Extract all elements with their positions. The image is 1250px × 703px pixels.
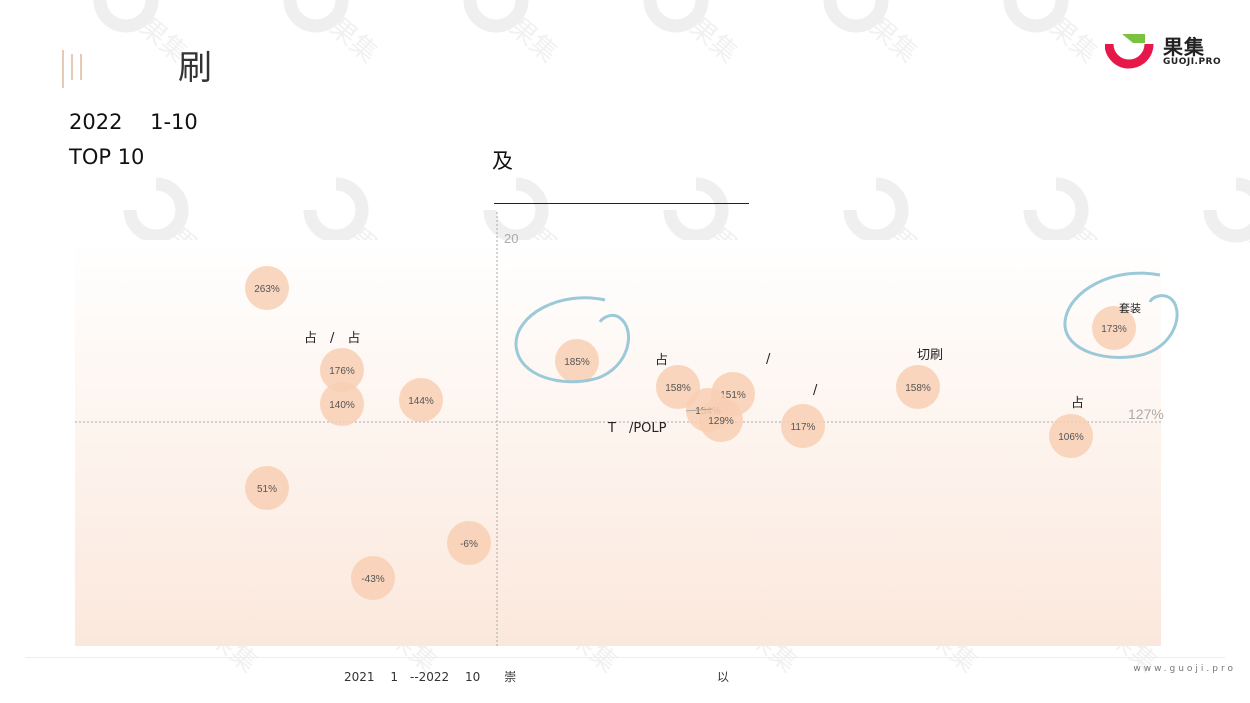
bubble-label: 151% xyxy=(720,390,746,401)
bubble-point xyxy=(656,365,700,409)
guoji-logo-icon xyxy=(1104,34,1154,69)
bubble-point xyxy=(399,378,443,422)
highlight-circle xyxy=(514,296,630,384)
bubble-point xyxy=(245,466,289,510)
callout-leader-line xyxy=(685,408,713,412)
source-note: 2021 1 --2022 10 崇 xyxy=(344,670,517,684)
bubble-label: 263% xyxy=(254,284,280,295)
bubble-label: 117% xyxy=(791,422,816,433)
chart-heading: 及 xyxy=(492,149,513,173)
annotation-label: 套装 xyxy=(1119,302,1141,315)
bubble-label: 129% xyxy=(708,416,734,427)
logo-domain: GUOJI.PRO xyxy=(1163,57,1222,67)
source-note-2: 以 xyxy=(717,670,730,684)
annotation-label: T /POLP xyxy=(607,421,667,436)
bubble-label: 176% xyxy=(329,366,355,377)
bubble-label: 106% xyxy=(1058,432,1084,443)
title-accent-bars xyxy=(62,50,90,88)
annotation-label: / xyxy=(766,352,771,367)
y-axis-top-label: 20 xyxy=(504,231,518,246)
bubble-point xyxy=(351,556,395,600)
bubble-point xyxy=(1092,306,1136,350)
bubble-point xyxy=(245,266,289,310)
annotation-label: 占 xyxy=(1071,396,1084,411)
bubble-label: 185% xyxy=(564,357,590,368)
subtitle-top10: TOP 10 xyxy=(69,145,145,169)
subtitle-date-range: 2022 1-10 xyxy=(69,110,198,134)
bubble-point xyxy=(1049,414,1093,458)
annotation-label: 占 / 占 xyxy=(304,331,360,346)
annotation-label: / xyxy=(813,383,818,398)
bubble-label: 140% xyxy=(329,400,355,411)
bubble-label: -6% xyxy=(460,539,478,550)
highlight-circles-layer xyxy=(514,271,1179,384)
bubbles-layer: 263%176%140%144%51%-6%-43%185%158%151%13… xyxy=(245,266,1136,600)
footer-rule xyxy=(25,657,1225,658)
brand-logo: 果集 GUOJI.PRO xyxy=(1104,30,1225,72)
chart-heading-underline xyxy=(494,203,749,204)
bubble-label: 51% xyxy=(257,484,277,495)
bubble-label: 173% xyxy=(1101,324,1127,335)
bubble-point xyxy=(320,382,364,426)
bubble-label: 158% xyxy=(665,383,691,394)
logo-name: 果集 xyxy=(1163,35,1205,59)
annotation-label: 切刷 xyxy=(917,348,943,363)
footer-url: www.guoji.pro xyxy=(1133,664,1236,674)
bubble-label: 144% xyxy=(408,396,434,407)
page-title: 刷 xyxy=(178,48,212,88)
reference-line-label: 127% xyxy=(1128,406,1164,422)
bubble-point xyxy=(896,365,940,409)
highlight-circle xyxy=(1063,271,1179,359)
annotation-label: 占 xyxy=(655,353,668,368)
bubble-label: 158% xyxy=(905,383,931,394)
bubble-point xyxy=(555,339,599,383)
bubble-label: -43% xyxy=(361,574,384,585)
bubble-point xyxy=(781,404,825,448)
plot-background xyxy=(75,240,1161,646)
bubble-point xyxy=(320,348,364,392)
bubble-point xyxy=(447,521,491,565)
